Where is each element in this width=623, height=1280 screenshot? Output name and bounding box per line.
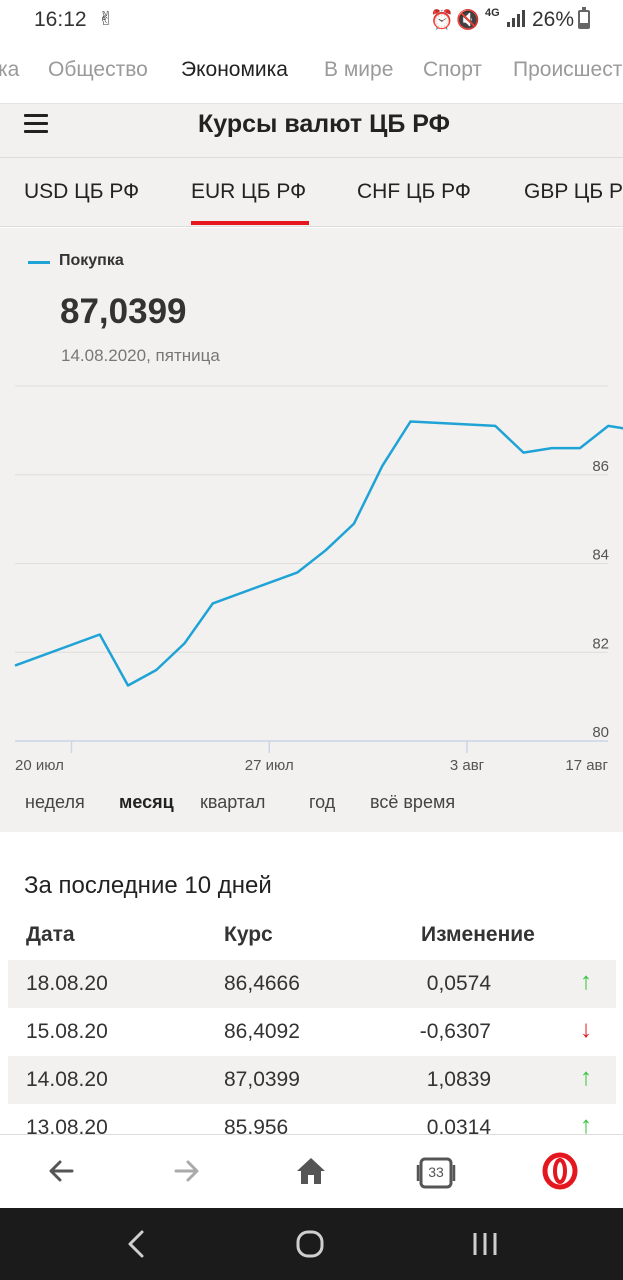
range-year[interactable]: год	[309, 792, 336, 812]
range-all-time[interactable]: всё время	[370, 792, 456, 812]
series-line-purchase	[14, 420, 623, 687]
y-tick-label: 80	[592, 724, 609, 741]
active-tab-indicator	[191, 221, 309, 225]
page-header: Курсы валют ЦБ РФ	[0, 104, 623, 158]
forward-arrow-icon[interactable]	[166, 1151, 206, 1191]
status-time: 16:12	[34, 8, 87, 31]
home-circle-icon[interactable]	[294, 1228, 326, 1260]
tab-count: 33	[428, 1164, 444, 1180]
back-icon[interactable]	[122, 1228, 152, 1260]
tab-incidents[interactable]: Происшест	[513, 58, 623, 81]
legend-line-swatch	[28, 261, 50, 264]
tab-society[interactable]: Общество	[48, 58, 148, 81]
tab-usd[interactable]: USD ЦБ РФ	[24, 180, 140, 203]
selected-date: 14.08.2020, пятница	[61, 346, 220, 365]
table-row: 15.08.20 86,4092 -0,6307 ↓	[8, 1008, 616, 1056]
page-title: Курсы валют ЦБ РФ	[198, 110, 450, 138]
cell-rate: 86,4666	[224, 972, 300, 995]
browser-toolbar: 33	[0, 1134, 623, 1208]
tabs-icon[interactable]: 33	[416, 1153, 456, 1193]
cell-date: 15.08.20	[26, 1020, 108, 1043]
status-bar: 16:12 ✌ ⏰ 🔇 4G 26%	[0, 0, 623, 38]
tab-chf[interactable]: CHF ЦБ РФ	[357, 180, 471, 203]
tab-world[interactable]: В мире	[324, 58, 394, 81]
cell-date: 13.08.20	[26, 1116, 108, 1134]
cell-change: -0,6307	[419, 1020, 491, 1043]
column-header-rate: Курс	[224, 923, 273, 946]
cell-rate: 85,956	[224, 1116, 289, 1134]
y-tick-label: 84	[592, 547, 609, 564]
battery-percent: 26%	[532, 8, 575, 31]
category-tabs: ка Общество Экономика В мире Спорт Проис…	[0, 38, 623, 104]
y-tick-label: 86	[592, 458, 609, 475]
y-tick-label: 82	[592, 635, 609, 652]
cell-date: 14.08.20	[26, 1068, 108, 1091]
cell-rate: 87,0399	[224, 1068, 300, 1091]
table-row: 13.08.20 85,956 0,0314 ↑	[8, 1104, 616, 1134]
legend-label: Покупка	[59, 252, 124, 269]
table-row: 14.08.20 87,0399 1,0839 ↑	[8, 1056, 616, 1104]
cell-change: 0,0314	[426, 1116, 491, 1134]
tab-eur[interactable]: EUR ЦБ РФ	[191, 180, 307, 203]
tabs-frame-icon	[416, 1157, 456, 1189]
notification-icon: ✌	[98, 9, 114, 30]
battery-icon	[578, 7, 590, 29]
hamburger-menu-icon[interactable]	[24, 114, 48, 134]
arrow-up-icon: ↑	[580, 1112, 592, 1134]
cell-rate: 86,4092	[224, 1020, 300, 1043]
table-row: 18.08.20 86,4666 0,0574 ↑	[8, 960, 616, 1008]
arrow-up-icon: ↑	[580, 968, 592, 995]
currency-tabs: USD ЦБ РФ EUR ЦБ РФ CHF ЦБ РФ GBP ЦБ Р	[0, 158, 623, 227]
alarm-icon: ⏰	[430, 10, 454, 31]
opera-logo-icon[interactable]	[540, 1151, 580, 1191]
tab-gbp[interactable]: GBP ЦБ Р	[524, 180, 623, 203]
arrow-down-icon: ↓	[580, 1016, 592, 1043]
range-quarter[interactable]: квартал	[200, 792, 266, 812]
cell-change: 0,0574	[426, 972, 491, 995]
recent-apps-icon[interactable]	[470, 1230, 500, 1258]
x-tick-label: 17 авг	[565, 757, 608, 774]
selected-value: 87,0399	[60, 292, 187, 331]
cell-change: 1,0839	[426, 1068, 491, 1091]
table-title: За последние 10 дней	[24, 872, 272, 899]
column-header-change: Изменение	[421, 923, 535, 946]
back-arrow-icon[interactable]	[42, 1151, 82, 1191]
signal-icon	[507, 9, 525, 27]
arrow-up-icon: ↑	[580, 1064, 592, 1091]
network-type: 4G	[485, 7, 500, 19]
tab-economy[interactable]: Экономика	[181, 58, 288, 81]
range-month[interactable]: месяц	[119, 792, 174, 812]
cell-date: 18.08.20	[26, 972, 108, 995]
system-navigation-bar	[0, 1208, 623, 1280]
x-tick-label: 27 июл	[245, 757, 294, 774]
range-week[interactable]: неделя	[25, 792, 85, 812]
mute-icon: 🔇	[456, 10, 480, 31]
x-tick-label: 20 июл	[15, 757, 64, 774]
x-tick-label: 3 авг	[450, 757, 485, 774]
home-icon[interactable]	[291, 1151, 331, 1191]
tab-sport[interactable]: Спорт	[423, 58, 483, 81]
column-header-date: Дата	[26, 923, 75, 946]
tab-category-prev[interactable]: ка	[0, 58, 20, 81]
